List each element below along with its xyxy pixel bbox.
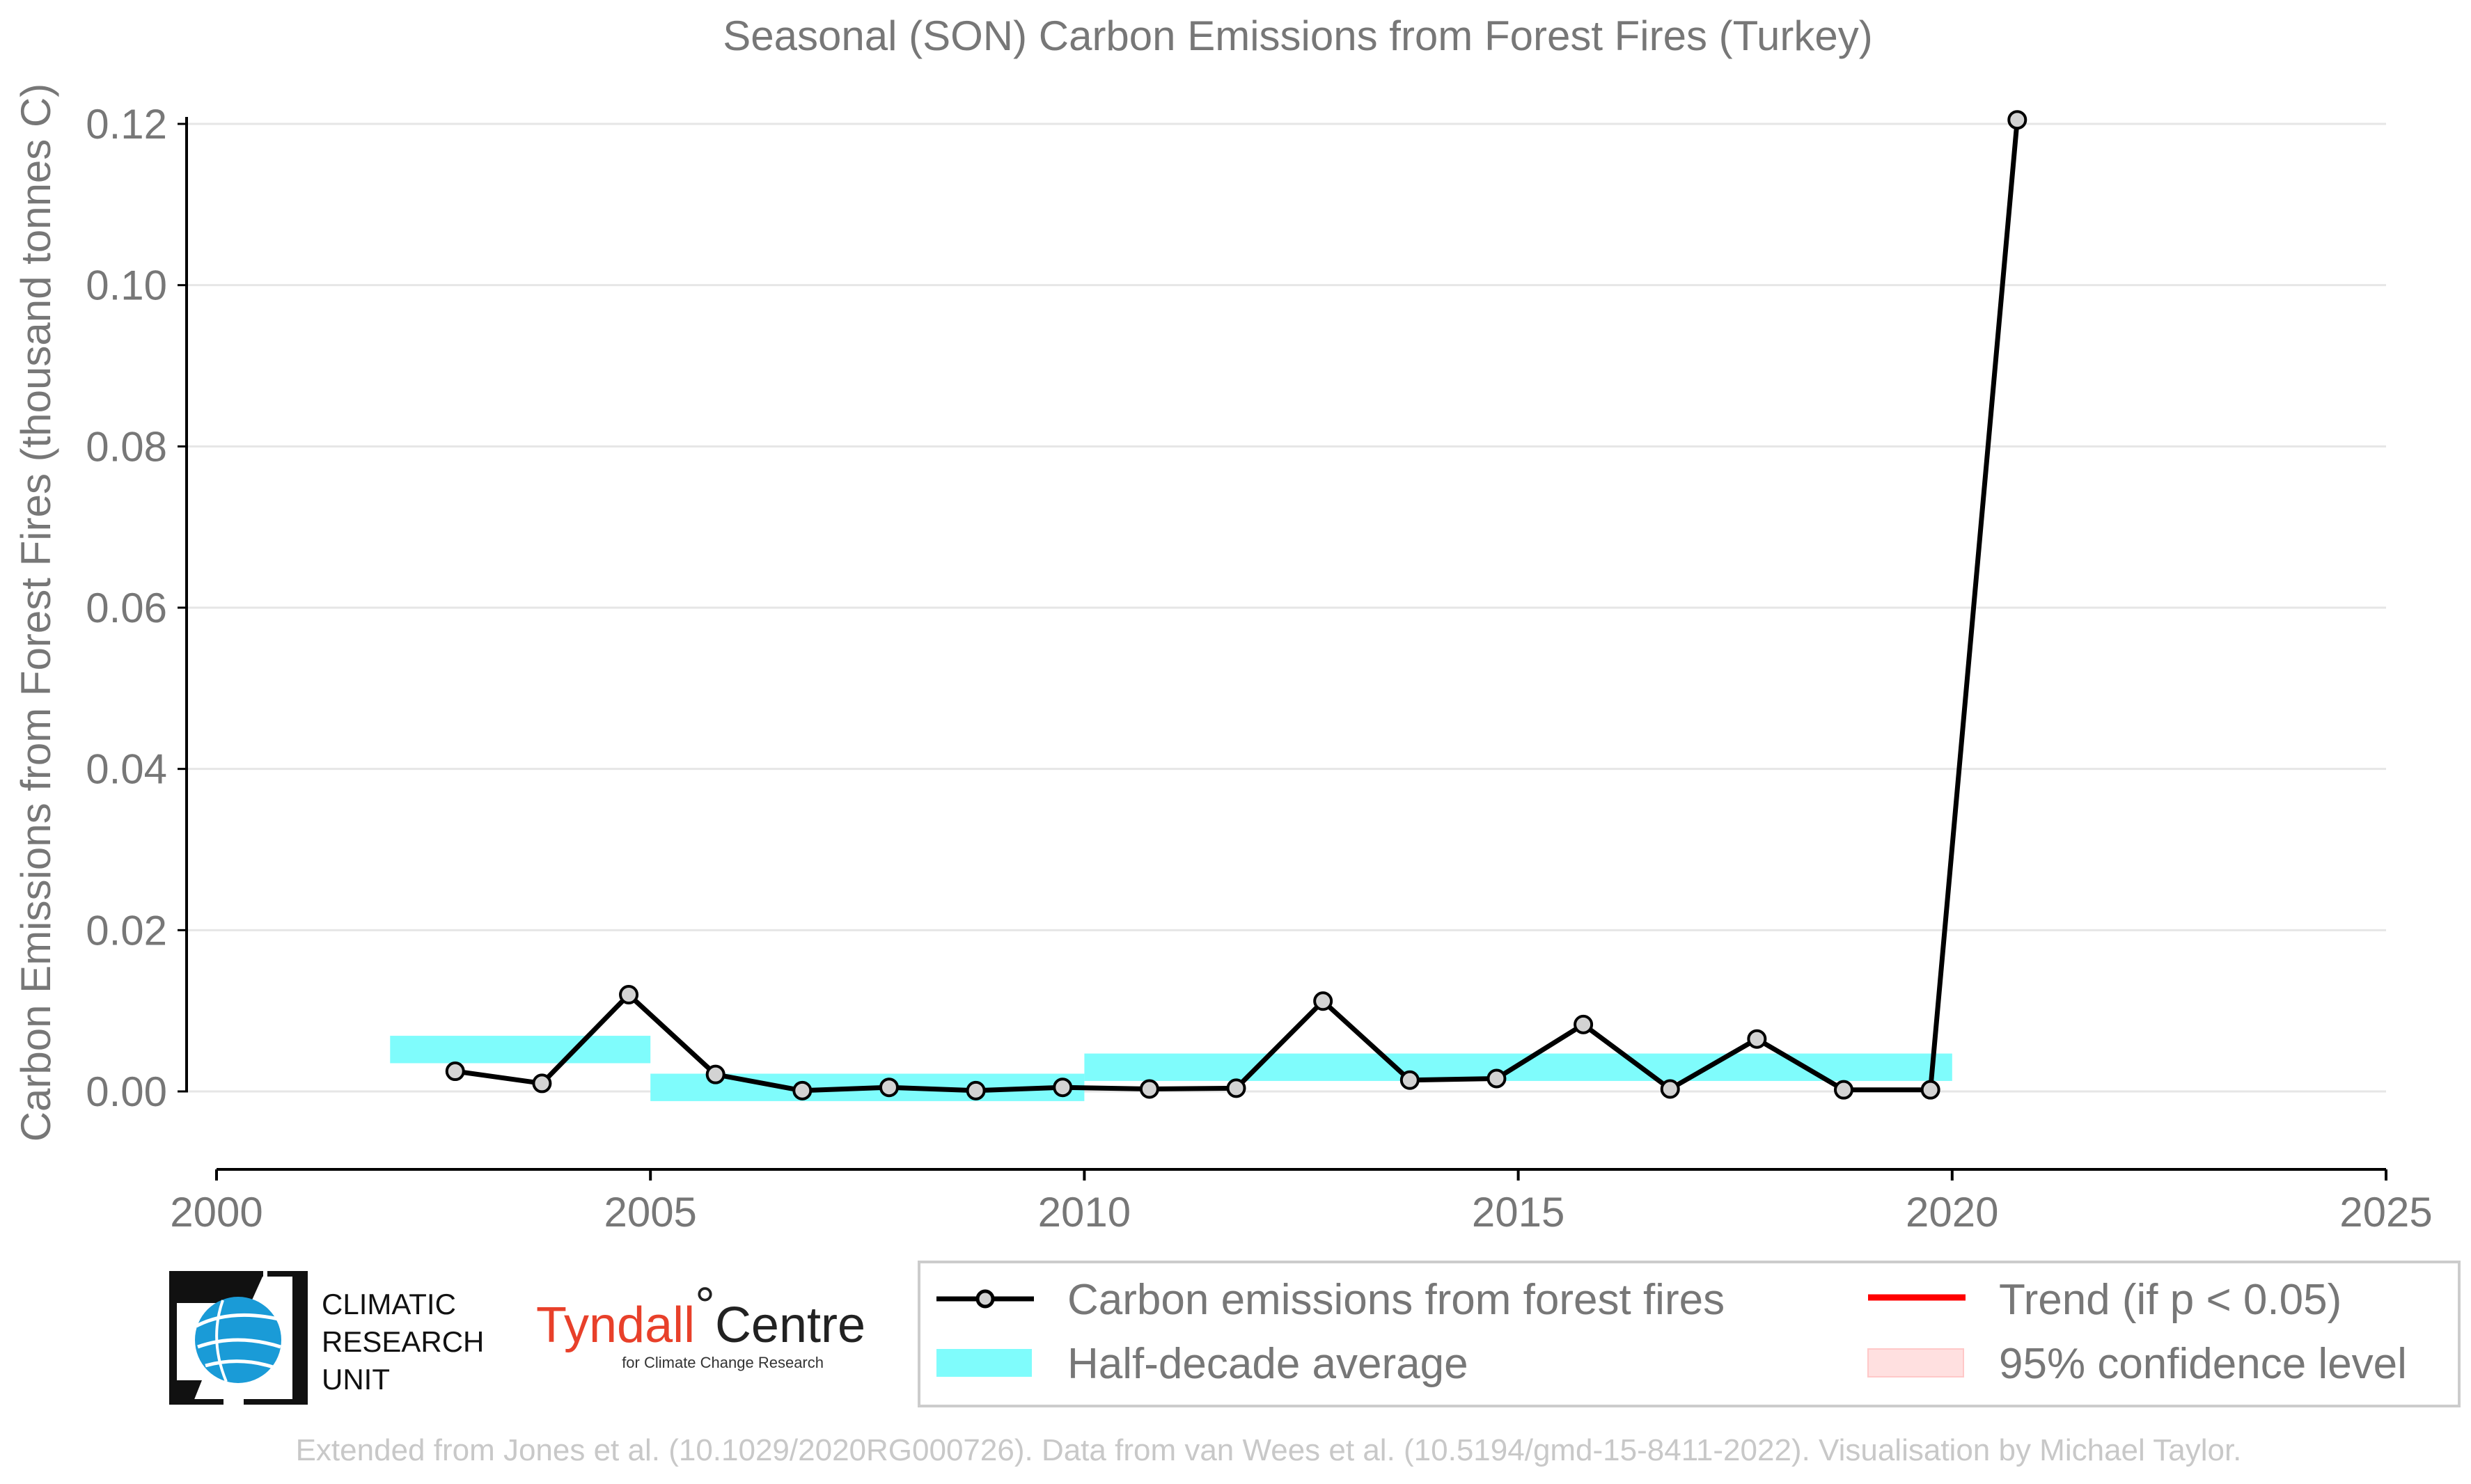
data-point bbox=[1139, 1079, 1159, 1099]
data-point bbox=[619, 985, 639, 1004]
cru-frame bbox=[169, 1275, 263, 1405]
data-point bbox=[879, 1078, 899, 1098]
legend: Carbon emissions from forest fires Half-… bbox=[918, 1261, 2461, 1407]
legend-frame bbox=[918, 1261, 2461, 1407]
legend-item-emissions: Carbon emissions from forest fires bbox=[936, 1276, 1725, 1324]
axes bbox=[178, 117, 2387, 1181]
chart-title: Seasonal (SON) Carbon Emissions from For… bbox=[723, 13, 1873, 59]
globe-icon bbox=[195, 1297, 281, 1383]
y-tick-label: 0.08 bbox=[86, 423, 167, 470]
half-decade-average-bar bbox=[390, 1036, 651, 1064]
legend-item-confidence: 95% confidence level bbox=[1867, 1340, 2407, 1388]
data-point bbox=[1486, 1068, 1507, 1089]
data-point bbox=[1313, 991, 1333, 1011]
footer-credit: Extended from Jones et al. (10.1029/2020… bbox=[296, 1433, 2242, 1467]
legend-label-trend: Trend (if p < 0.05) bbox=[1999, 1276, 2341, 1324]
tyndall-degree: ° bbox=[695, 1278, 715, 1334]
legend-item-trend: Trend (if p < 0.05) bbox=[1868, 1276, 2341, 1324]
series-line bbox=[455, 119, 2020, 1094]
cru-line1: CLIMATIC bbox=[322, 1288, 456, 1320]
cru-line2: RESEARCH bbox=[322, 1325, 484, 1358]
tyndall-logo: Tyndall°Centre for Climate Change Resear… bbox=[536, 1278, 865, 1371]
series-carbon-emissions bbox=[445, 110, 2027, 1100]
cru-line3: UNIT bbox=[322, 1363, 390, 1396]
data-point bbox=[966, 1080, 986, 1100]
y-tick-label: 0.04 bbox=[86, 746, 167, 793]
data-point bbox=[1834, 1080, 1853, 1100]
x-tick-label: 2015 bbox=[1472, 1189, 1564, 1236]
data-point bbox=[445, 1061, 465, 1082]
data-point bbox=[1053, 1078, 1073, 1098]
x-tick-label: 2010 bbox=[1038, 1189, 1131, 1236]
legend-item-half-decade: Half-decade average bbox=[936, 1340, 1468, 1388]
x-tick-labels: 2000 2005 2010 2015 2020 2025 bbox=[170, 1189, 2432, 1236]
y-tick-labels: 0.00 0.02 0.04 0.06 0.08 0.10 0.12 bbox=[86, 101, 167, 1115]
tyndall-sub: for Climate Change Research bbox=[622, 1354, 824, 1371]
data-point bbox=[1747, 1029, 1767, 1049]
y-tick-label: 0.06 bbox=[86, 585, 167, 631]
legend-label-emissions: Carbon emissions from forest fires bbox=[1067, 1276, 1725, 1324]
svg-text:Tyndall°Centre: Tyndall°Centre bbox=[536, 1278, 865, 1353]
data-point bbox=[1226, 1078, 1246, 1098]
y-tick-label: 0.02 bbox=[86, 907, 167, 954]
y-axis-label: Carbon Emissions from Forest Fires (thou… bbox=[13, 84, 59, 1142]
y-tick-label: 0.00 bbox=[86, 1068, 167, 1115]
legend-label-half-decade: Half-decade average bbox=[1067, 1340, 1468, 1388]
tyndall-centre: Centre bbox=[715, 1297, 865, 1353]
data-point bbox=[1399, 1070, 1420, 1090]
x-tick-label: 2000 bbox=[170, 1189, 262, 1236]
cru-logo: CLIMATIC RESEARCH UNIT bbox=[169, 1271, 484, 1405]
y-tick-label: 0.12 bbox=[86, 101, 167, 148]
data-point bbox=[705, 1064, 725, 1084]
data-point bbox=[532, 1073, 552, 1094]
y-tick-label: 0.10 bbox=[86, 262, 167, 309]
x-tick-label: 2005 bbox=[604, 1189, 696, 1236]
data-point bbox=[1660, 1079, 1680, 1099]
x-tick-label: 2025 bbox=[2339, 1189, 2432, 1236]
data-point bbox=[2007, 110, 2027, 130]
data-point bbox=[1574, 1014, 1594, 1034]
gridlines bbox=[188, 123, 2386, 1093]
data-point bbox=[1920, 1080, 1940, 1100]
data-point bbox=[792, 1080, 813, 1100]
x-tick-label: 2020 bbox=[1906, 1189, 1998, 1236]
legend-label-confidence: 95% confidence level bbox=[1999, 1340, 2407, 1388]
tyndall-main: Tyndall bbox=[536, 1297, 695, 1353]
